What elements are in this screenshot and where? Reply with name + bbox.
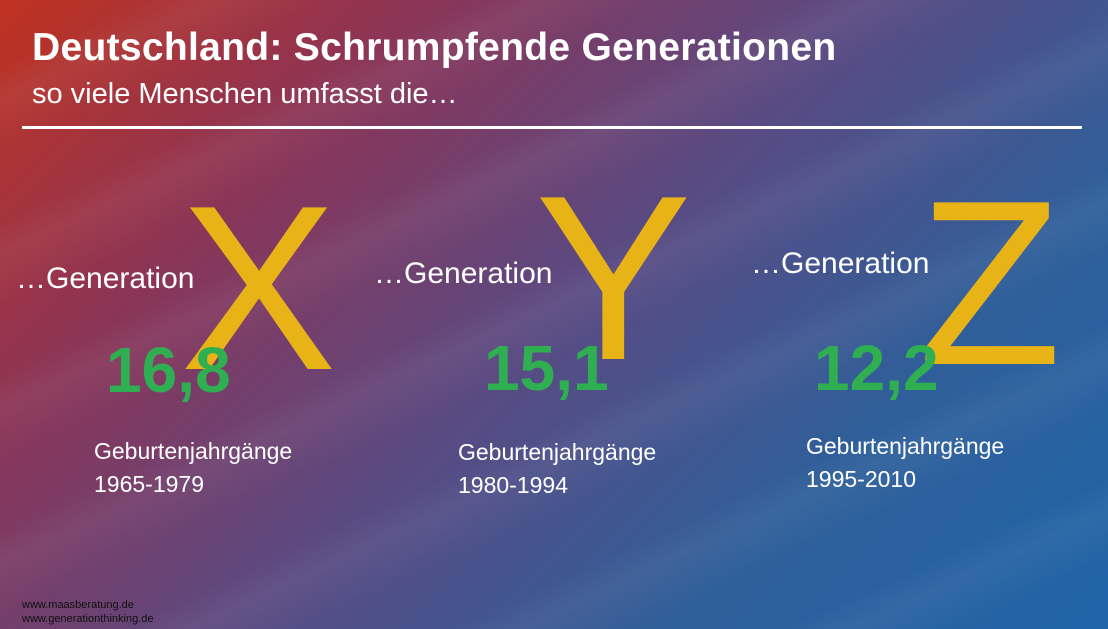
generation-y-years-label: Geburtenjahrgänge: [458, 439, 657, 465]
generation-z-years-label: Geburtenjahrgänge: [806, 433, 1005, 459]
generation-x-years-label: Geburtenjahrgänge: [94, 438, 293, 464]
generation-y-label: …Generation: [374, 257, 553, 290]
generation-x-years-range: 1965-1979: [94, 471, 204, 498]
generation-y-years-range: 1980-1994: [458, 472, 568, 499]
generation-z-letter: Z: [918, 151, 1062, 414]
generation-x-value: 16,8: [106, 334, 231, 406]
generation-z-years-range: 1995-2010: [806, 466, 916, 493]
generation-z-value: 12,2: [814, 332, 939, 404]
footer-link-maasberatung[interactable]: www.maasberatung.de: [22, 599, 134, 611]
generation-y-letter: Y: [535, 146, 692, 409]
generation-z-label: …Generation: [751, 247, 930, 280]
generation-z-years: Geburtenjahrgänge 1995-2010: [806, 430, 1004, 497]
generation-y-years: Geburtenjahrgänge 1980-1994: [458, 436, 656, 503]
page-title: Deutschland: Schrumpfende Generationen: [32, 26, 837, 69]
footer-link-generationthinking[interactable]: www.generationthinking.de: [22, 613, 154, 625]
generation-x-label: …Generation: [16, 262, 195, 295]
generation-x-letter: X: [180, 156, 337, 419]
generation-y-value: 15,1: [484, 332, 609, 404]
page-subtitle: so viele Menschen umfasst die…: [32, 78, 458, 110]
title-divider: [22, 126, 1082, 129]
generation-x-years: Geburtenjahrgänge 1965-1979: [94, 435, 292, 502]
